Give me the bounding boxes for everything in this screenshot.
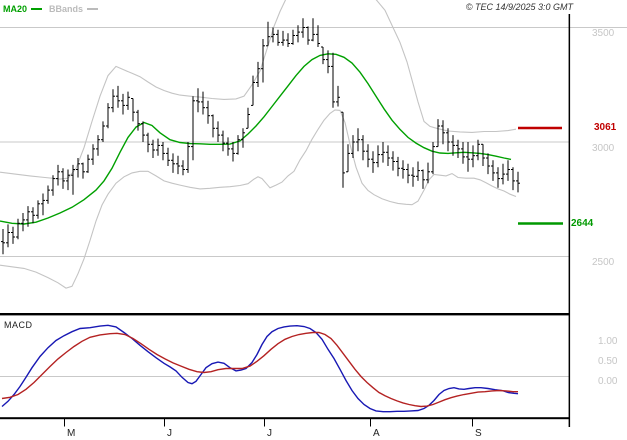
macd-bottom-border	[0, 417, 570, 420]
price-panel	[0, 0, 520, 289]
month-tick-M	[64, 419, 65, 427]
legend-ma20-label: MA20	[3, 4, 28, 14]
month-label-0: M	[67, 428, 76, 439]
bollinger-upper-line	[0, 0, 517, 180]
macd-panel-title: MACD	[4, 320, 33, 330]
macd-top-border	[0, 313, 570, 316]
month-tick-J	[264, 419, 265, 427]
ohlc-bars	[1, 18, 520, 255]
legend-bbands-label: BBands	[49, 4, 84, 14]
level-label-3061: 3061	[594, 122, 617, 134]
month-tick-J	[164, 419, 165, 427]
month-label-2: J	[267, 428, 272, 439]
chart-legend: MA20 BBands	[3, 3, 105, 15]
macd-axis-label-0.00: 0.00	[598, 376, 618, 387]
price-axis-label-3500: 3500	[592, 28, 615, 39]
price-axis-label-2500: 2500	[592, 257, 615, 268]
macd-axis-label-0.50: 0.50	[598, 356, 618, 367]
right-border	[568, 14, 571, 427]
month-tick-S	[472, 419, 473, 427]
month-label-3: A	[373, 428, 380, 439]
macd-line	[1, 324, 519, 413]
level-label-2644: 2644	[571, 217, 594, 229]
ma20-line-swatch	[31, 8, 43, 10]
price-axis-label-3000: 3000	[592, 142, 615, 154]
macd-axis-label-1.00: 1.00	[598, 336, 618, 347]
macd-signal-line	[1, 331, 518, 408]
ma20-line	[0, 53, 512, 225]
copyright-stamp: © TEC 14/9/2025 3:0 GMT	[465, 2, 573, 12]
price-gridlines	[0, 27, 627, 257]
panel-borders	[0, 14, 571, 427]
bollinger-lower-line	[0, 109, 517, 289]
bbands-line-swatch	[87, 8, 99, 10]
month-label-1: J	[167, 428, 172, 439]
month-tick-A	[370, 419, 371, 427]
macd-panel	[0, 324, 569, 413]
month-label-4: S	[475, 428, 482, 439]
